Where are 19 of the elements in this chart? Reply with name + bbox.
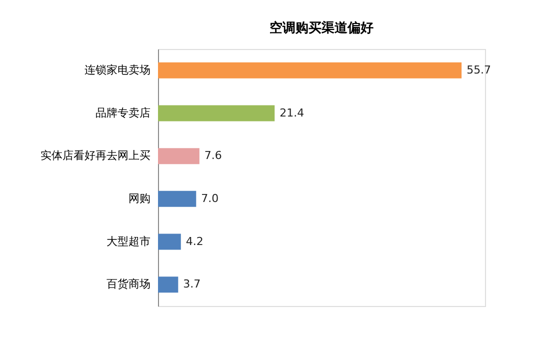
chart-title: 空调购买渠道偏好: [270, 20, 374, 36]
y-tick-label: 品牌专卖店: [96, 106, 150, 120]
y-tick-label: 百货商场: [106, 278, 150, 291]
bar: [158, 105, 275, 122]
y-tick-label: 连锁家电卖场: [84, 63, 150, 76]
data-label: 55.7: [466, 63, 492, 76]
data-label: 4.2: [186, 234, 204, 248]
bar: [158, 190, 196, 207]
y-tick-label: 网购: [128, 192, 150, 205]
bar: [158, 148, 200, 164]
bar: [158, 276, 178, 293]
y-tick-label: 实体店看好再去网上买: [40, 149, 150, 162]
bar: [158, 234, 181, 250]
bar: [158, 62, 462, 78]
y-tick-label: 大型超市: [106, 234, 150, 248]
data-label: 7.0: [201, 192, 219, 205]
data-label: 21.4: [280, 106, 304, 120]
data-label: 3.7: [183, 278, 201, 291]
data-label: 7.6: [204, 149, 222, 162]
